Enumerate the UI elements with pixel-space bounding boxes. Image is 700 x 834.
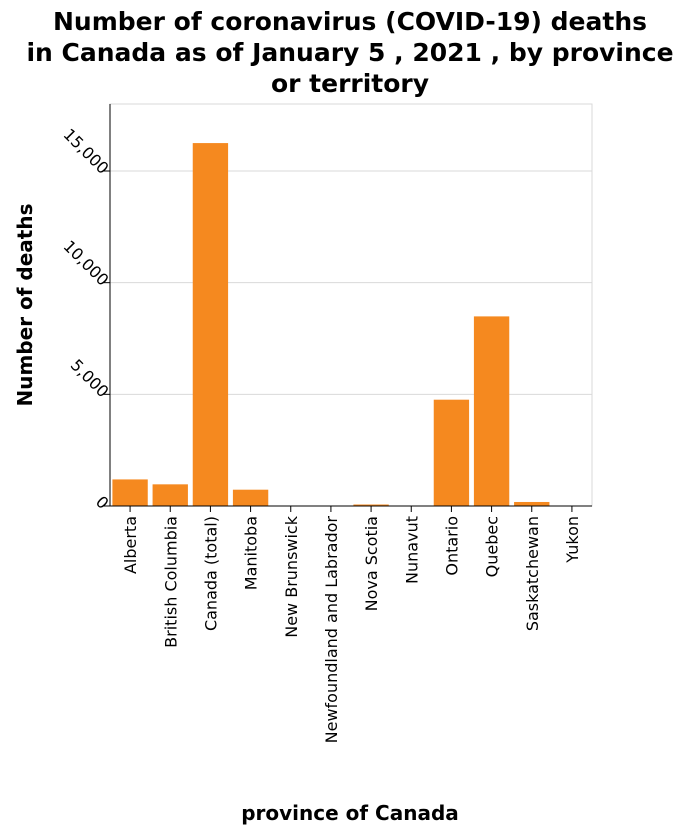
y-axis-label: Number of deaths (13, 203, 37, 406)
plot-frame (109, 103, 593, 507)
x-tick-label: Saskatchewan (523, 516, 542, 631)
x-tick-label: Canada (total) (201, 516, 220, 631)
chart-title: Number of coronavirus (COVID-19) deaths … (0, 6, 700, 99)
x-tick-label: Quebec (483, 516, 502, 577)
x-tick-label: Alberta (121, 516, 140, 574)
x-tick-label: Nunavut (402, 516, 421, 584)
bar (473, 316, 510, 506)
bar (433, 399, 470, 506)
chart-title-line-1: Number of coronavirus (COVID-19) deaths (52, 7, 648, 36)
bar (152, 484, 188, 506)
bar (353, 504, 389, 506)
axis-layer (104, 103, 593, 512)
bar (192, 143, 229, 507)
bar-layer (112, 143, 590, 507)
bar (232, 489, 269, 506)
x-tick-label: Manitoba (242, 516, 261, 590)
x-axis-label: province of Canada (241, 801, 459, 825)
x-tick-label: Yukon (563, 516, 582, 564)
y-tick-label: 15,000 (60, 125, 113, 178)
x-tick-label: Nova Scotia (362, 516, 381, 611)
x-tick-label: British Columbia (161, 516, 180, 648)
bar (112, 479, 148, 506)
x-tick-label: New Brunswick (282, 515, 301, 637)
x-tick-label: Newfoundland and Labrador (322, 516, 341, 744)
x-tick-label: Ontario (442, 516, 461, 576)
y-tick-label: 5,000 (67, 355, 113, 401)
bar (514, 501, 550, 506)
y-tick-label: 10,000 (60, 236, 113, 289)
chart-title-line-3: or territory (270, 69, 430, 98)
chart-title-line-2: in Canada as of January 5 , 2021 , by pr… (26, 38, 674, 67)
x-tick-labels: Alberta British Columbia Canada (total) Man… (121, 515, 582, 743)
grid-layer (110, 170, 592, 395)
